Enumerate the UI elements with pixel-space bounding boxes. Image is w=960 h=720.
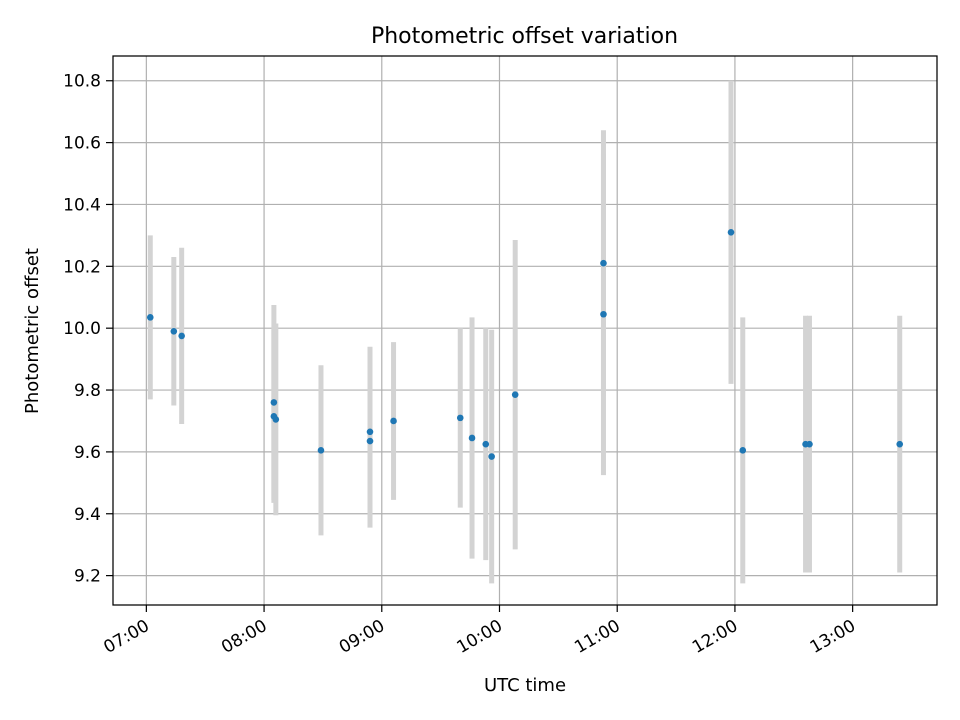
data-point (896, 440, 904, 448)
x-axis-label: UTC time (484, 675, 566, 696)
data-point (366, 428, 374, 436)
data-point (170, 327, 178, 335)
data-point (178, 332, 185, 340)
y-tick-label: 10.4 (63, 195, 101, 215)
data-point (146, 314, 154, 321)
chart-title: Photometric offset variation (371, 24, 678, 49)
data-point (366, 437, 374, 445)
y-tick-label: 10.8 (63, 72, 101, 92)
data-point (806, 440, 813, 448)
data-point (600, 259, 607, 267)
data-point (739, 447, 747, 454)
y-tick-label: 9.2 (74, 567, 101, 587)
y-tick-label: 10.2 (63, 257, 101, 277)
grid (113, 56, 937, 605)
data-point (390, 417, 397, 425)
data-point (456, 414, 464, 422)
plot-frame (112, 55, 938, 606)
data-point (468, 434, 476, 442)
data-point (727, 228, 735, 236)
data-points (146, 228, 904, 460)
data-point (317, 447, 325, 454)
data-point (272, 416, 280, 423)
y-tick-label: 10.0 (63, 319, 101, 339)
data-point (488, 453, 495, 460)
y-tick-label: 9.4 (74, 505, 101, 525)
y-tick-label: 9.8 (74, 381, 101, 401)
y-tick-label: 10.6 (63, 134, 101, 154)
data-point (600, 310, 607, 318)
y-axis: 9.2 9.4 9.6 9.8 10.0 10.2 10.4 10.6 10.8 (63, 72, 113, 587)
y-axis-label: Photometric offset (22, 248, 43, 414)
data-point (270, 399, 278, 406)
data-point (482, 440, 490, 448)
y-tick-label: 9.6 (74, 443, 101, 463)
data-point (511, 391, 519, 398)
